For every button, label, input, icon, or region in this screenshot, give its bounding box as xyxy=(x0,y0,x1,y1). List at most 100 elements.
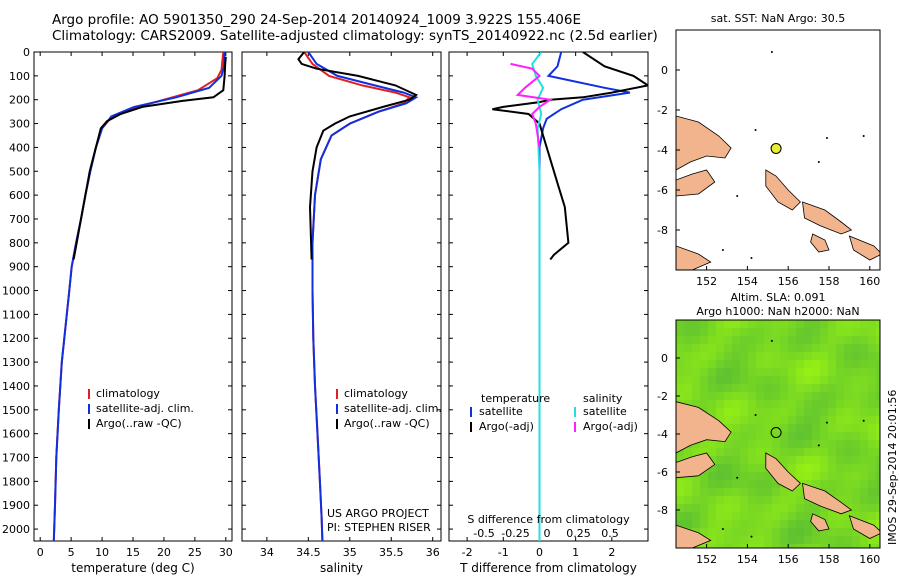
sla-cell xyxy=(780,368,788,376)
sla-cell xyxy=(716,336,724,344)
sla-cell xyxy=(724,528,732,536)
sla-cell xyxy=(836,496,844,504)
sla-cell xyxy=(676,368,684,376)
sla-cell xyxy=(772,344,780,352)
y-tick-label: 1300 xyxy=(2,356,30,369)
profile-panel-temperature: 0100200300400500600700800900100011001200… xyxy=(2,46,233,575)
island-0 xyxy=(676,401,732,454)
map-x-tick-label: 158 xyxy=(819,553,840,566)
legend-label: climatology xyxy=(344,387,408,400)
x-tick-label: -2 xyxy=(462,546,473,559)
sla-cell xyxy=(804,344,812,352)
sla-cell xyxy=(756,464,764,472)
sla-cell xyxy=(836,376,844,384)
sla-cell xyxy=(804,440,812,448)
y-tick-label: 600 xyxy=(9,189,30,202)
sla-cell xyxy=(732,344,740,352)
sla-cell xyxy=(748,496,756,504)
sla-cell xyxy=(700,472,708,480)
legend-title-temperature: temperature xyxy=(481,392,550,405)
sla-cell xyxy=(788,336,796,344)
map-content xyxy=(676,320,880,548)
sla-cell xyxy=(740,432,748,440)
sla-cell xyxy=(684,328,692,336)
sla-cell xyxy=(788,360,796,368)
sla-cell xyxy=(748,360,756,368)
sla-cell xyxy=(732,504,740,512)
islet xyxy=(817,161,820,163)
sla-cell xyxy=(876,432,880,440)
sla-cell xyxy=(772,328,780,336)
x-tick-label: 20 xyxy=(157,546,171,559)
sla-cell xyxy=(676,448,684,456)
sla-cell xyxy=(828,520,836,528)
sla-cell xyxy=(860,344,868,352)
sla-cell xyxy=(724,480,732,488)
sla-cell xyxy=(756,344,764,352)
map-y-tick-label: -4 xyxy=(657,144,668,157)
sla-cell xyxy=(836,392,844,400)
sla-cell xyxy=(692,376,700,384)
sla-cell xyxy=(836,432,844,440)
sla-cell xyxy=(796,504,804,512)
sla-cell xyxy=(868,480,876,488)
series-group xyxy=(52,52,227,541)
sla-cell xyxy=(764,328,772,336)
sla-cell xyxy=(812,416,820,424)
sla-cell xyxy=(716,544,724,548)
profile-panel-salinity: 34 34.5 35 35.5 36 salinity climatology satelli… xyxy=(241,51,442,575)
series-line-1 xyxy=(492,52,648,261)
sla-cell xyxy=(852,392,860,400)
sla-cell xyxy=(724,352,732,360)
islet xyxy=(817,444,820,447)
sla-cell xyxy=(740,336,748,344)
sla-cell xyxy=(844,352,852,360)
sla-cell xyxy=(788,424,796,432)
sla-cell xyxy=(756,352,764,360)
islet xyxy=(770,339,773,342)
sla-cell xyxy=(836,320,844,328)
sla-cell xyxy=(876,344,880,352)
sla-cell xyxy=(700,496,708,504)
sla-cell xyxy=(820,344,828,352)
sla-cell xyxy=(836,456,844,464)
sla-cell xyxy=(836,400,844,408)
sla-cell xyxy=(708,384,716,392)
sla-cell xyxy=(868,328,876,336)
map-panel-sst: 152 154 156 158 160 0 -2 -4 -6 -8 sat. SST: NaN Ar… xyxy=(657,12,881,288)
sla-cell xyxy=(820,544,828,548)
sla-cell xyxy=(844,432,852,440)
sla-cell xyxy=(764,416,772,424)
sla-cell xyxy=(772,360,780,368)
sla-cell xyxy=(724,392,732,400)
sla-cell xyxy=(684,400,692,408)
island-1 xyxy=(676,169,716,197)
sla-cell xyxy=(860,536,868,544)
sla-cell xyxy=(740,424,748,432)
y-tick-label: 200 xyxy=(9,94,30,107)
sla-cell xyxy=(716,472,724,480)
sla-cell xyxy=(820,408,828,416)
sla-cell xyxy=(868,392,876,400)
island-1 xyxy=(676,452,716,479)
x-tick-label: 10 xyxy=(95,546,109,559)
sla-cell xyxy=(700,320,708,328)
sla-cell xyxy=(716,416,724,424)
sla-cell xyxy=(860,456,868,464)
sla-cell xyxy=(764,536,772,544)
sla-cell xyxy=(716,408,724,416)
sla-cell xyxy=(748,488,756,496)
sla-cell xyxy=(820,336,828,344)
sla-cell xyxy=(820,320,828,328)
sla-cell xyxy=(772,320,780,328)
sla-cell xyxy=(692,392,700,400)
sla-cell xyxy=(812,376,820,384)
sla-cell xyxy=(836,536,844,544)
sla-cell xyxy=(828,424,836,432)
sla-cell xyxy=(788,504,796,512)
sla-cell xyxy=(732,472,740,480)
sla-cell xyxy=(852,472,860,480)
x-tick-label: 34.5 xyxy=(296,546,321,559)
sla-cell xyxy=(804,328,812,336)
sla-cell xyxy=(860,448,868,456)
